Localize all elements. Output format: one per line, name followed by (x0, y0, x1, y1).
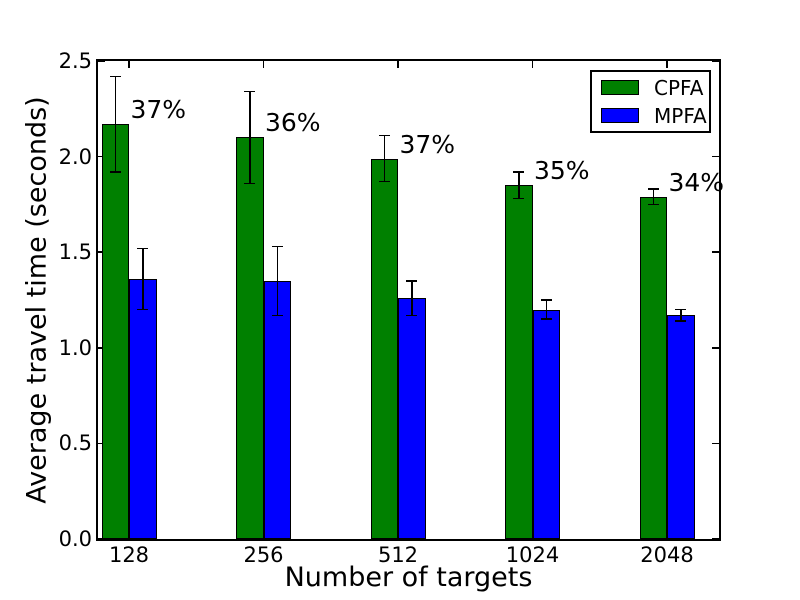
legend: CPFA MPFA (590, 70, 711, 133)
y-tick-right (712, 347, 719, 349)
error-bar-cap-top (271, 245, 283, 248)
bar-mpfa-256 (263, 280, 291, 539)
x-tick-label: 1024 (505, 543, 560, 567)
x-tick-label: 2048 (640, 543, 694, 567)
bar-annotation: 37% (399, 129, 456, 159)
error-bar-stem (276, 246, 278, 316)
y-tick-label: 0.5 (58, 431, 92, 456)
error-bar-cap-top (109, 75, 121, 78)
mpfa-legend-label: MPFA (654, 103, 707, 128)
y-tick-right (712, 60, 719, 62)
error-bar-stem (383, 135, 385, 182)
error-bar-stem (142, 248, 144, 310)
error-bar-cap-bottom (513, 197, 525, 200)
error-bar-cap-bottom (137, 308, 149, 311)
y-tick-label: 2.5 (58, 49, 92, 73)
error-bar-cap-bottom (675, 320, 687, 322)
error-bar-stem (545, 300, 547, 320)
error-bar-cap-bottom (406, 314, 418, 317)
error-bar-stem (652, 189, 654, 205)
y-tick-left (98, 60, 105, 62)
error-bar-cap-bottom (378, 180, 390, 183)
error-bar-stem (411, 280, 413, 316)
x-tick-top (531, 61, 534, 68)
x-tick-top (128, 61, 130, 68)
error-bar-cap-bottom (244, 182, 256, 185)
bar-mpfa-512 (398, 298, 426, 539)
y-tick-label: 0.0 (58, 527, 92, 551)
error-bar-cap-top (378, 134, 390, 137)
error-bar-cap-bottom (271, 314, 283, 317)
error-bar-cap-top (137, 247, 149, 250)
cpfa-legend-swatch (601, 80, 639, 95)
error-bar-stem (114, 76, 116, 172)
error-bar-cap-top (540, 299, 552, 301)
error-bar-cap-top (675, 308, 687, 311)
x-tick-top (262, 61, 265, 68)
x-tick-top (666, 61, 668, 68)
x-tick-label: 128 (108, 543, 150, 567)
bar-cpfa-2048 (639, 196, 667, 539)
cpfa-legend-label: CPFA (654, 75, 704, 100)
error-bar-cap-top (513, 171, 525, 173)
error-bar-cap-bottom (647, 203, 659, 206)
error-bar-stem (680, 309, 682, 322)
error-bar-cap-top (406, 280, 418, 282)
legend-row-mpfa: MPFA (601, 105, 707, 127)
bar-cpfa-512 (370, 158, 398, 539)
error-bar-cap-bottom (540, 318, 552, 320)
bar-cpfa-128 (101, 124, 129, 539)
bar-annotation: 37% (130, 95, 187, 125)
y-tick-right (712, 251, 719, 253)
error-bar-stem (518, 171, 520, 199)
y-tick-label: 2.0 (58, 144, 92, 169)
bar-mpfa-2048 (667, 315, 695, 539)
plot-area: 37% 36% 37% 35% 34% (98, 60, 724, 540)
y-tick-right (712, 155, 719, 158)
x-tick-label: 512 (377, 543, 419, 567)
bar-mpfa-128 (129, 278, 157, 539)
x-axis-label: Number of targets (284, 562, 533, 593)
error-bar-cap-top (647, 188, 659, 190)
y-tick-label: 1.0 (58, 335, 92, 360)
legend-row-cpfa: CPFA (601, 75, 704, 100)
error-bar-cap-bottom (109, 171, 121, 173)
y-tick-label: 1.5 (58, 240, 92, 265)
bar-annotation: 34% (668, 167, 725, 197)
bar-annotation: 36% (265, 108, 321, 138)
bar-annotation: 35% (534, 156, 590, 186)
error-bar-cap-top (244, 90, 256, 93)
error-bar-stem (249, 91, 251, 184)
mpfa-legend-swatch (601, 108, 639, 123)
y-tick-right (712, 538, 719, 540)
x-tick-top (397, 61, 399, 68)
bar-mpfa-1024 (532, 309, 560, 539)
x-tick-label: 256 (243, 543, 284, 567)
bar-cpfa-1024 (505, 185, 533, 539)
bar-cpfa-256 (236, 137, 264, 539)
y-tick-right (712, 442, 719, 445)
